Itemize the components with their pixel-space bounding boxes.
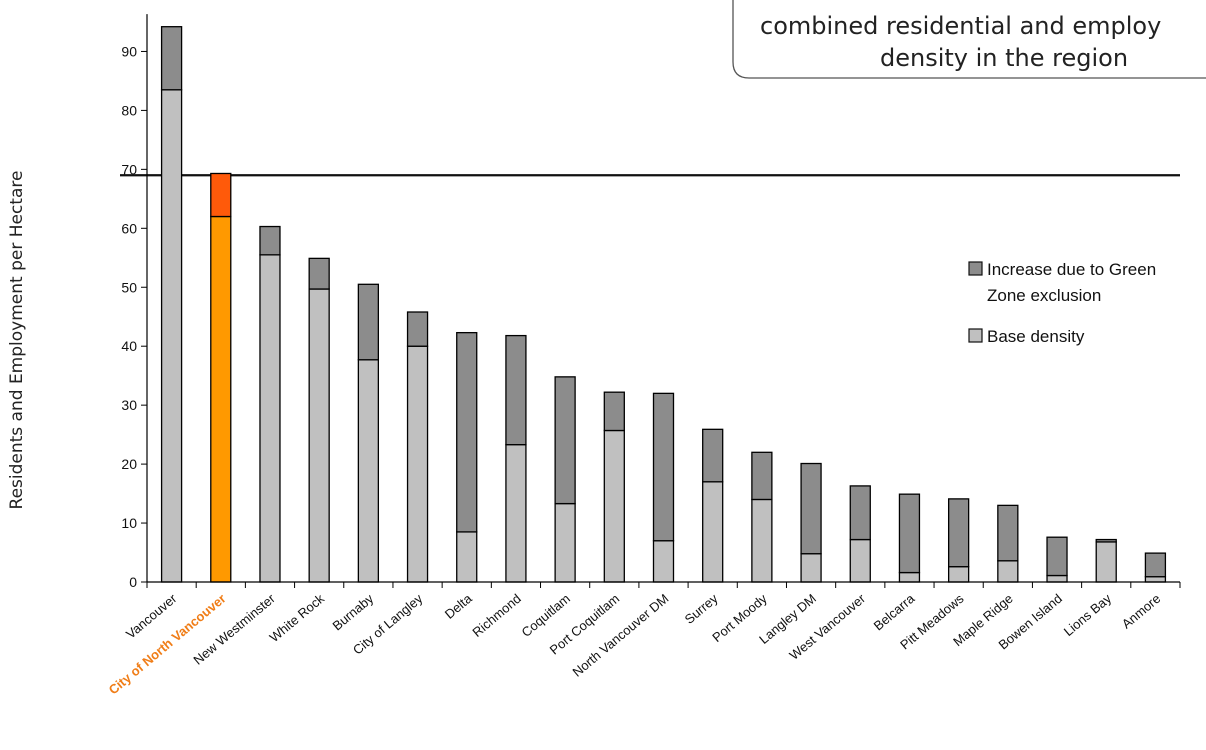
bar-increase	[1046, 536, 1068, 577]
bar-increase	[505, 334, 527, 446]
legend-swatch-increase	[968, 261, 983, 276]
bar-increase	[947, 498, 970, 568]
bar-base	[554, 502, 576, 583]
bar-increase	[210, 172, 232, 218]
y-tick-label: 90	[121, 43, 137, 59]
bar-increase	[1095, 538, 1117, 543]
legend-label-base: Base density	[987, 327, 1085, 346]
y-tick-label: 30	[121, 397, 137, 413]
bar-base	[947, 566, 970, 583]
legend-swatch-base	[968, 328, 983, 343]
bar-base	[751, 498, 773, 583]
bar-increase	[751, 451, 773, 501]
legend-label-increase-line-1: Increase due to Green	[987, 260, 1156, 279]
bar-increase	[849, 485, 871, 541]
bar-increase	[652, 392, 675, 542]
bar-base	[997, 560, 1019, 583]
x-category-label: Lions Bay	[1061, 590, 1115, 639]
bar-increase	[1144, 552, 1167, 578]
x-category-label: New Westminster	[190, 590, 278, 667]
legend: Increase due to Green Zone exclusion Bas…	[968, 260, 1156, 346]
x-category-label: North Vancouver DM	[570, 591, 672, 680]
bar-base	[652, 540, 675, 583]
y-tick-label: 0	[129, 574, 137, 590]
bar-base	[1144, 576, 1167, 583]
bar-base	[800, 553, 822, 583]
x-category-label: Delta	[442, 590, 475, 621]
y-tick-label: 80	[121, 102, 137, 118]
bar-increase	[160, 26, 183, 91]
y-tick-label: 60	[121, 220, 137, 236]
bar-base	[1046, 574, 1068, 583]
y-tick-label: 40	[121, 338, 137, 354]
bar-base	[603, 429, 625, 583]
bar-base	[898, 571, 921, 583]
bar-base	[702, 481, 724, 583]
callout-line-2: density in the region	[880, 44, 1128, 72]
y-tick-label: 20	[121, 456, 137, 472]
x-category-label: Surrey	[682, 590, 721, 626]
bar-increase	[406, 311, 429, 347]
bar-increase	[997, 504, 1019, 562]
y-tick-label: 10	[121, 515, 137, 531]
bar-base	[456, 531, 478, 583]
bar-increase	[898, 493, 921, 574]
bar-increase	[702, 428, 724, 483]
x-category-label: Richmond	[469, 591, 523, 640]
bar-base	[357, 359, 380, 583]
y-tick-label: 50	[121, 279, 137, 295]
bar-increase	[603, 391, 625, 432]
callout-line-1: combined residential and employ	[760, 12, 1161, 40]
callout: combined residential and employ density …	[732, 0, 1206, 79]
bar-base	[1095, 541, 1117, 583]
bar-increase	[554, 376, 576, 505]
x-category-label: White Rock	[267, 590, 328, 645]
x-category-label: Anmore	[1119, 591, 1164, 632]
bar-base	[308, 288, 330, 583]
bar-base	[849, 538, 871, 583]
bar-increase	[800, 462, 822, 555]
x-category-label: Belcarra	[871, 590, 918, 633]
bar-increase	[308, 257, 330, 290]
bar-base	[406, 345, 429, 583]
callout-box	[732, 0, 1206, 79]
bar-increase	[456, 331, 478, 533]
bar-base	[259, 254, 281, 583]
bar-base	[505, 443, 527, 583]
y-axis-label: Residents and Employment per Hectare	[7, 171, 27, 510]
y-tick-label: 70	[121, 161, 137, 177]
bar-base	[160, 89, 183, 583]
bar-increase	[259, 225, 281, 256]
bar-base	[210, 215, 232, 583]
bar-increase	[357, 283, 380, 361]
legend-label-increase-line-2: Zone exclusion	[987, 286, 1101, 305]
x-category-label: Burnaby	[330, 590, 377, 633]
